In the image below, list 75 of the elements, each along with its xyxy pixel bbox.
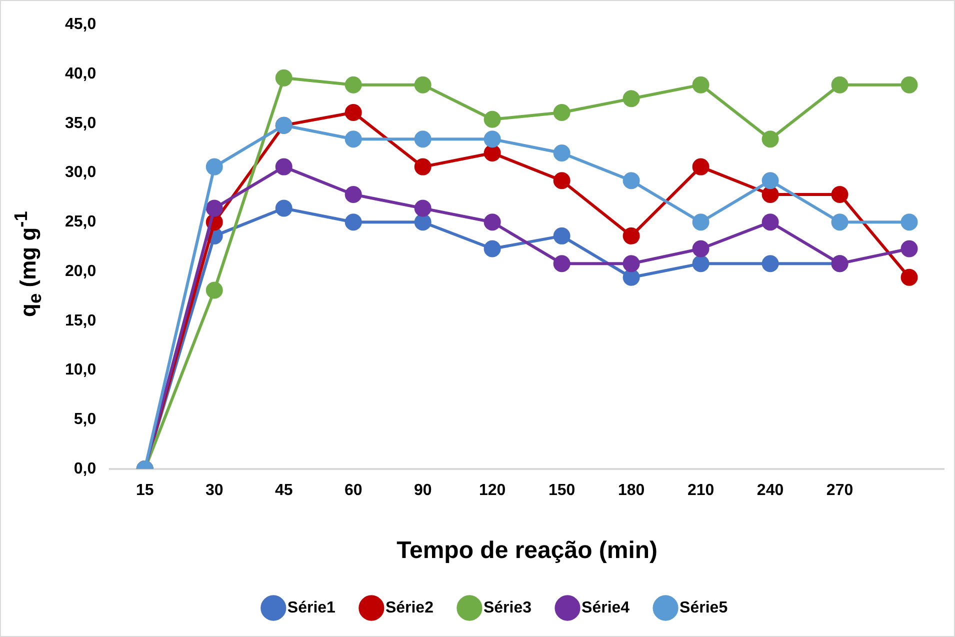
point xyxy=(414,200,432,217)
point xyxy=(414,214,432,231)
x-tick-label: 60 xyxy=(344,482,362,500)
x-tick-label: 90 xyxy=(414,482,432,500)
y-tick-label: 20,0 xyxy=(65,262,96,280)
legend-label: Série2 xyxy=(385,599,434,616)
point xyxy=(275,158,292,176)
legend-label: Série5 xyxy=(680,599,728,616)
point xyxy=(484,130,501,148)
point xyxy=(484,214,501,231)
x-tick-label: 150 xyxy=(548,482,576,500)
point xyxy=(414,76,432,94)
point xyxy=(762,172,779,190)
point xyxy=(900,214,918,231)
point xyxy=(762,255,779,272)
point xyxy=(553,227,570,244)
point xyxy=(484,240,501,258)
point xyxy=(484,144,501,162)
point xyxy=(275,200,292,217)
point xyxy=(692,255,710,272)
point xyxy=(831,76,848,94)
x-axis-title: Tempo de reação (min) xyxy=(396,537,658,564)
point xyxy=(484,110,501,128)
point xyxy=(553,172,570,190)
y-tick-label: 35,0 xyxy=(65,114,96,132)
point xyxy=(900,76,918,94)
x-tick-label: 30 xyxy=(205,482,224,500)
y-tick-label: 45,0 xyxy=(65,16,96,34)
point xyxy=(622,172,640,190)
point xyxy=(692,214,710,231)
point xyxy=(831,214,848,231)
y-tick-label: 15,0 xyxy=(65,312,96,330)
x-tick-label: 15 xyxy=(136,482,154,500)
point xyxy=(622,90,640,108)
point xyxy=(344,130,362,148)
point xyxy=(414,130,432,148)
point xyxy=(414,158,432,176)
point xyxy=(622,268,640,286)
point xyxy=(344,186,362,203)
y-tick-label: 40,0 xyxy=(65,65,96,82)
point xyxy=(831,186,848,203)
point xyxy=(622,255,640,272)
x-tick-label: 120 xyxy=(478,482,506,500)
point xyxy=(762,186,779,203)
point xyxy=(900,240,918,258)
legend-label: Série4 xyxy=(582,599,630,616)
x-tick-label: 45 xyxy=(274,482,293,500)
point xyxy=(344,76,362,94)
point xyxy=(206,200,223,217)
legend-label: Série3 xyxy=(483,599,532,616)
y-tick-label: 30,0 xyxy=(65,164,96,182)
y-tick-label: 10,0 xyxy=(65,362,96,379)
legend-label: Série1 xyxy=(287,599,336,616)
point xyxy=(900,268,918,286)
point xyxy=(553,104,570,121)
point xyxy=(692,240,710,258)
x-tick-label: 180 xyxy=(618,482,645,500)
point xyxy=(762,130,779,148)
y-tick-label: 0,0 xyxy=(74,460,96,478)
point xyxy=(275,69,292,86)
point xyxy=(344,214,362,231)
point xyxy=(344,104,362,121)
point xyxy=(692,158,710,176)
point xyxy=(622,227,640,244)
x-tick-label: 270 xyxy=(826,482,854,500)
y-tick-label: 25,0 xyxy=(65,214,96,231)
y-tick-label: 5,0 xyxy=(74,411,96,428)
x-tick-label: 240 xyxy=(756,482,784,500)
point xyxy=(553,144,570,162)
point xyxy=(206,158,223,176)
x-tick-label: 210 xyxy=(687,482,714,500)
point xyxy=(762,214,779,231)
point xyxy=(692,76,710,94)
point xyxy=(553,255,570,272)
point xyxy=(206,282,223,299)
